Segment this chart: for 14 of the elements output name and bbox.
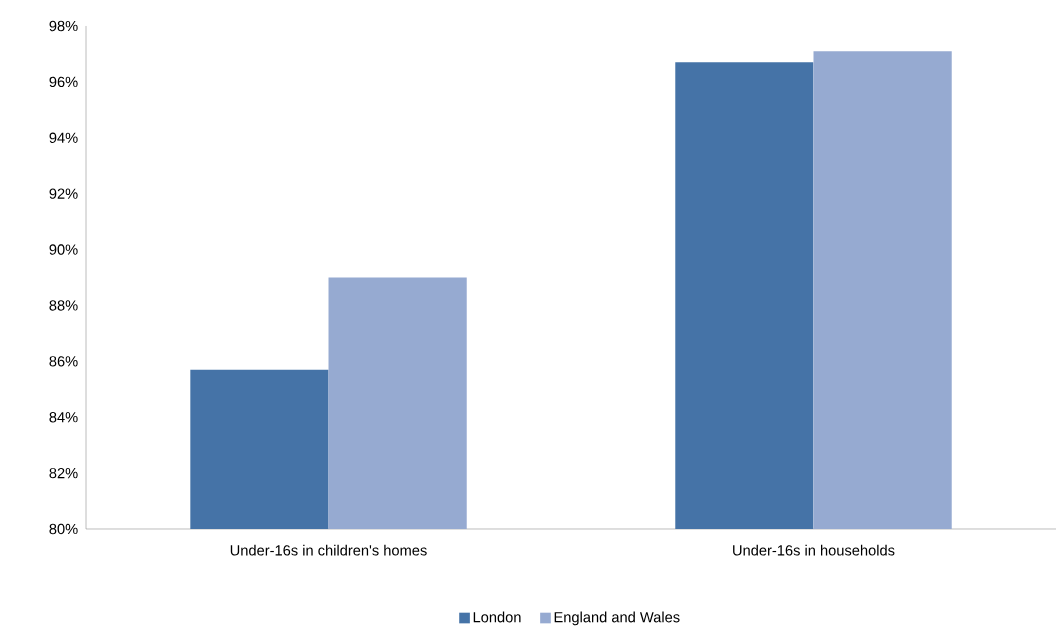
y-tick-label: 84% <box>49 412 78 423</box>
x-tick-label: Under-16s in children's homes <box>230 544 427 556</box>
y-tick-label: 88% <box>49 300 78 311</box>
y-tick-label: 98% <box>49 20 78 32</box>
y-tick-label: 86% <box>49 356 78 367</box>
y-tick-label: 92% <box>49 188 78 199</box>
x-tick-label: Under-16s in households <box>733 544 895 556</box>
y-tick-label: 90% <box>49 244 78 255</box>
legend-label: England and Wales <box>554 611 680 626</box>
y-tick-label: 82% <box>49 467 78 479</box>
y-tick-label: 94% <box>49 132 78 143</box>
y-tick-label: 96% <box>49 76 78 88</box>
legend-label: London <box>473 611 521 623</box>
y-tick-label: 80% <box>49 523 78 535</box>
